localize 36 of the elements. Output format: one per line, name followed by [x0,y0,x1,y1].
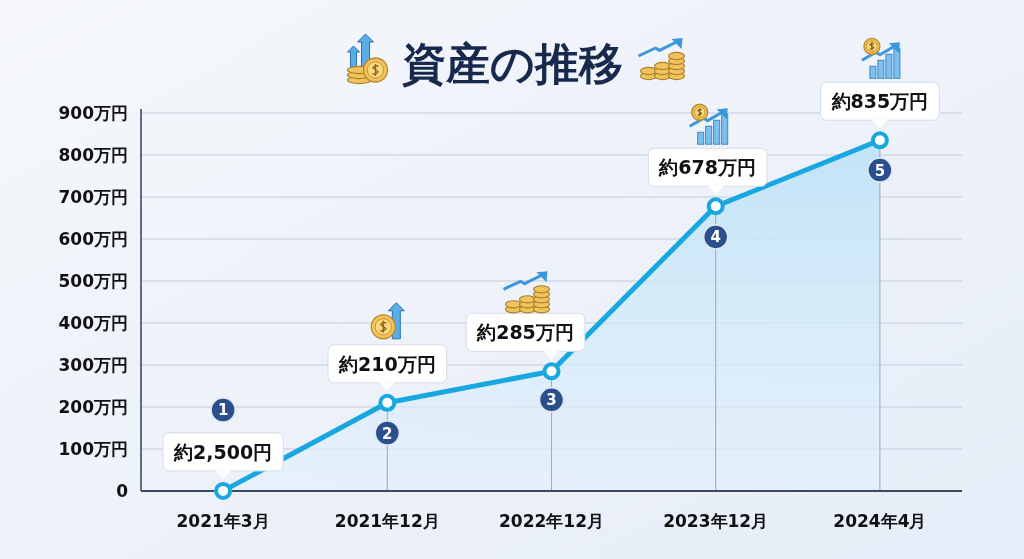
y-tick-label: 300万円 [58,355,128,375]
data-label: 約835万円 [830,90,929,113]
y-tick-label: 500万円 [58,271,128,291]
annotation: 2 [382,424,393,443]
y-tick-label: 900万円 [58,103,128,123]
value-label: 約285万円 [465,312,586,360]
annotation: 3 [538,387,565,413]
x-tick-label: 2021年12月 [334,511,440,531]
y-tick-label: 200万円 [58,397,128,417]
value-label: 約835万円 [820,81,940,129]
y-tick-label: 0 [116,481,128,501]
y-tick-label: 800万円 [58,145,128,165]
value-label: 約210万円 [327,344,448,391]
y-tick-label: 600万円 [58,229,128,249]
annotation: 5 [867,157,893,183]
x-tick-label: 2024年4月 [833,511,927,531]
x-tick-label: 2021年3月 [176,511,270,531]
x-tick-label: 2022年12月 [499,511,604,531]
annotation: 3 [546,391,557,410]
annotation: 5 [874,161,886,180]
value-label: 約678万円 [647,147,768,195]
x-tick-label: 2023年12月 [663,511,769,531]
y-tick-label: 100万円 [58,439,128,459]
data-label: 約678万円 [658,156,757,179]
title: 資産の推移 [401,38,623,89]
annotation: 2 [374,420,401,446]
annotation: 4 [710,228,721,247]
data-label: 約2,500円 [173,440,273,463]
y-tick-label: 700万円 [58,187,128,207]
annotation: 1 [210,397,236,423]
data-label: 約285万円 [476,321,574,344]
value-label: 約2,500円 [162,432,284,479]
annotation: 4 [702,224,729,250]
annotation: 1 [217,401,229,420]
y-tick-label: 400万円 [58,313,128,333]
data-label: 約210万円 [337,352,436,375]
